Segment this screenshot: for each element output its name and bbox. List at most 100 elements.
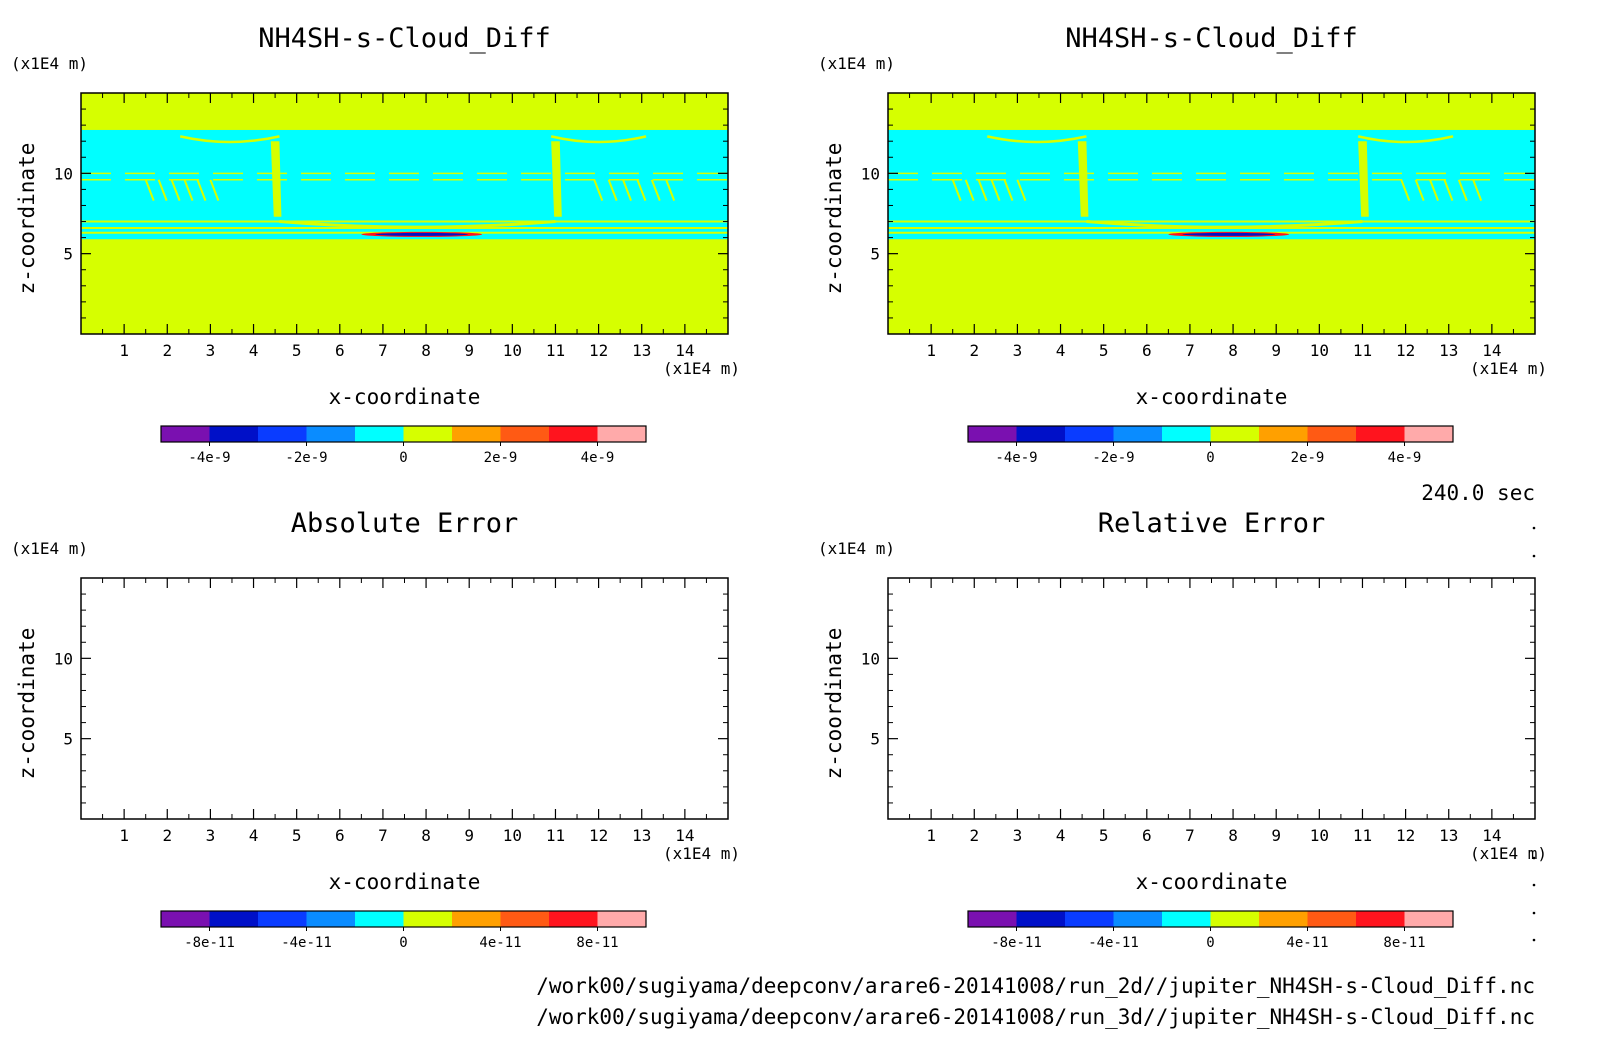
colorbar-swatch xyxy=(1065,911,1114,927)
bowl-boundary xyxy=(1086,220,1363,229)
colorbar-swatch xyxy=(1113,426,1163,442)
colorbar-label: -4e-9 xyxy=(995,450,1037,466)
colorbar-label: 4e-9 xyxy=(581,450,615,466)
x-tick-label: 10 xyxy=(503,341,522,360)
x-tick-label: 7 xyxy=(378,826,388,845)
x-axis-label: x-coordinate xyxy=(1136,870,1288,894)
wave-streak xyxy=(209,179,220,202)
colorbar-swatch xyxy=(1259,426,1308,442)
colorbar-swatch xyxy=(500,426,550,442)
y-tick-label: 10 xyxy=(861,164,880,183)
wave-streak xyxy=(964,179,975,202)
x-tick-label: 3 xyxy=(1013,826,1023,845)
chart-panel-4: Relative Error(x1E4 m)1 2 3 4 5 6 7 8 9 10 11 12 13 1… xyxy=(818,508,1547,951)
colorbar-swatch xyxy=(306,911,356,927)
field-background xyxy=(81,578,728,819)
colorbar-label: 0 xyxy=(399,935,407,951)
wave-streak xyxy=(665,179,676,202)
x-tick-label: 2 xyxy=(162,341,172,360)
x-tick-label: 4 xyxy=(249,826,259,845)
chart-panel-2: NH4SH-s-Cloud_Diff(x1E4 m)1 2 3 4 5 6 7 8 9 10 11 1… xyxy=(818,23,1547,466)
margin-dot xyxy=(1532,856,1536,860)
colorbar-swatch xyxy=(1259,911,1308,927)
colorbar-label: 4e-11 xyxy=(479,935,521,951)
colorbar-swatch xyxy=(161,911,210,927)
x-tick-label: 12 xyxy=(1396,341,1415,360)
margin-dot xyxy=(1532,554,1536,558)
x-tick-label: 3 xyxy=(1013,341,1023,360)
margin-dot xyxy=(1532,883,1536,887)
x-tick-label: 5 xyxy=(292,341,302,360)
colorbar-label: -8e-11 xyxy=(991,935,1042,951)
x-tick-label: 2 xyxy=(969,341,979,360)
anvil-structure xyxy=(986,135,1087,144)
x-axis-label: x-coordinate xyxy=(329,870,481,894)
wave-streak xyxy=(990,179,1001,202)
x-tick-label: 13 xyxy=(632,826,651,845)
x-tick-label: 10 xyxy=(1310,826,1329,845)
margin-dot xyxy=(1532,938,1536,942)
x-tick-label: 1 xyxy=(119,826,129,845)
margin-dot xyxy=(1532,526,1536,530)
x-tick-label: 11 xyxy=(546,826,565,845)
colorbar-swatch xyxy=(452,911,501,927)
x-unit-label: (x1E4 m) xyxy=(1470,359,1547,378)
x-unit-label: (x1E4 m) xyxy=(663,359,740,378)
x-tick-label: 13 xyxy=(1439,826,1458,845)
colorbar-swatch xyxy=(1162,426,1211,442)
y-axis-label: z-coordinate xyxy=(822,628,846,780)
colorbar-label: -2e-9 xyxy=(1092,450,1134,466)
colorbar-swatch xyxy=(258,911,307,927)
updraft-column xyxy=(1077,141,1089,217)
x-tick-label: 13 xyxy=(632,341,651,360)
x-tick-label: 14 xyxy=(675,826,694,845)
wave-streak xyxy=(1400,179,1411,202)
min-feature-core xyxy=(1182,232,1276,236)
x-tick-label: 14 xyxy=(1482,341,1501,360)
colorbar-swatch xyxy=(403,911,453,927)
colorbar-swatch xyxy=(161,426,210,442)
colorbar-swatch xyxy=(1016,911,1066,927)
x-tick-label: 8 xyxy=(1228,826,1238,845)
x-unit-label: (x1E4 m) xyxy=(663,844,740,863)
colorbar-swatch xyxy=(1307,426,1357,442)
colorbar-label: 2e-9 xyxy=(484,450,518,466)
x-tick-label: 10 xyxy=(503,826,522,845)
colorbar-label: -2e-9 xyxy=(285,450,327,466)
colorbar-swatch xyxy=(209,911,259,927)
file-path: /work00/sugiyama/deepconv/arare6-2014100… xyxy=(536,974,1535,998)
y-axis-label: z-coordinate xyxy=(15,143,39,295)
x-tick-label: 11 xyxy=(1353,341,1372,360)
wave-streak xyxy=(170,179,181,202)
colorbar-swatch xyxy=(1404,911,1454,927)
field-area xyxy=(888,93,1535,334)
colorbar-label: 2e-9 xyxy=(1291,450,1325,466)
colorbar: -4e-9 -2e-9 0 2e-9 4e-9 xyxy=(967,425,1454,466)
y-tick-label: 5 xyxy=(870,730,880,749)
x-tick-label: 7 xyxy=(1185,341,1195,360)
wave-streak xyxy=(144,179,155,202)
x-tick-label: 5 xyxy=(1099,826,1109,845)
margin-dot xyxy=(1532,911,1536,915)
panel-title: NH4SH-s-Cloud_Diff xyxy=(258,23,551,54)
panel-title: Relative Error xyxy=(1098,508,1326,539)
wave-streak xyxy=(196,179,207,202)
colorbar-swatch xyxy=(306,426,356,442)
wave-streak xyxy=(1457,179,1468,202)
colorbar-label: 0 xyxy=(1206,450,1214,466)
x-tick-label: 4 xyxy=(1056,341,1066,360)
x-tick-label: 8 xyxy=(1228,341,1238,360)
y-axis-label: z-coordinate xyxy=(15,628,39,780)
colorbar-swatch xyxy=(968,911,1017,927)
y-tick-label: 5 xyxy=(63,730,73,749)
colorbar-label: -4e-11 xyxy=(1088,935,1139,951)
colorbar-label: 4e-9 xyxy=(1388,450,1422,466)
colorbar-swatch xyxy=(597,426,647,442)
updraft-column xyxy=(1358,141,1369,217)
field-area xyxy=(888,578,1535,819)
chart-panel-3: Absolute Error(x1E4 m)1 2 3 4 5 6 7 8 9 10 11 12 13 1… xyxy=(11,508,740,951)
wave-streak xyxy=(977,179,988,202)
x-tick-label: 11 xyxy=(1353,826,1372,845)
colorbar-label: 0 xyxy=(399,450,407,466)
